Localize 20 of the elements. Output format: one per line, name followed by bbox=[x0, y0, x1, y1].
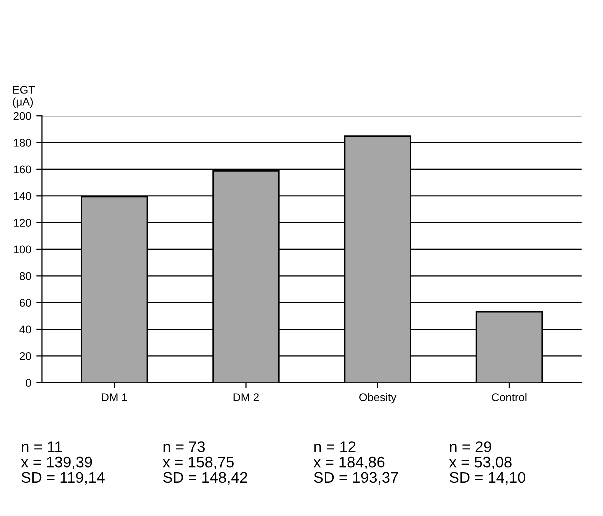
y-tick-label: 140 bbox=[14, 192, 32, 200]
x-tick-label: DM 1 bbox=[102, 394, 128, 402]
y-tick-label: 160 bbox=[14, 166, 32, 174]
y-axis-title: EGT (μA) bbox=[13, 86, 36, 108]
y-tick-label: 80 bbox=[20, 272, 32, 280]
x-tick-label: Control bbox=[492, 393, 527, 402]
x-tick-label: Obesity bbox=[360, 393, 397, 404]
y-tick-label: 180 bbox=[14, 139, 32, 147]
text: n = 11 x = 139,39 SD = 119,14 bbox=[21, 442, 105, 485]
y-tick-label: 0 bbox=[26, 379, 32, 388]
x-tick-label: DM 2 bbox=[234, 394, 259, 402]
y-tick-label: 20 bbox=[20, 352, 32, 360]
y-tick-label: 40 bbox=[20, 326, 32, 334]
text: n = 29 x = 53,08 SD = 14,10 bbox=[449, 442, 526, 485]
y-tick-label: 200 bbox=[14, 112, 32, 120]
text: n = 12 x = 184,86 SD = 193,37 bbox=[314, 442, 398, 485]
text: n = 73 x = 158,75 SD = 148,42 bbox=[162, 442, 248, 485]
y-tick-label: 60 bbox=[20, 299, 32, 307]
y-tick-label: 100 bbox=[14, 246, 32, 254]
y-tick-label: 120 bbox=[14, 219, 32, 227]
